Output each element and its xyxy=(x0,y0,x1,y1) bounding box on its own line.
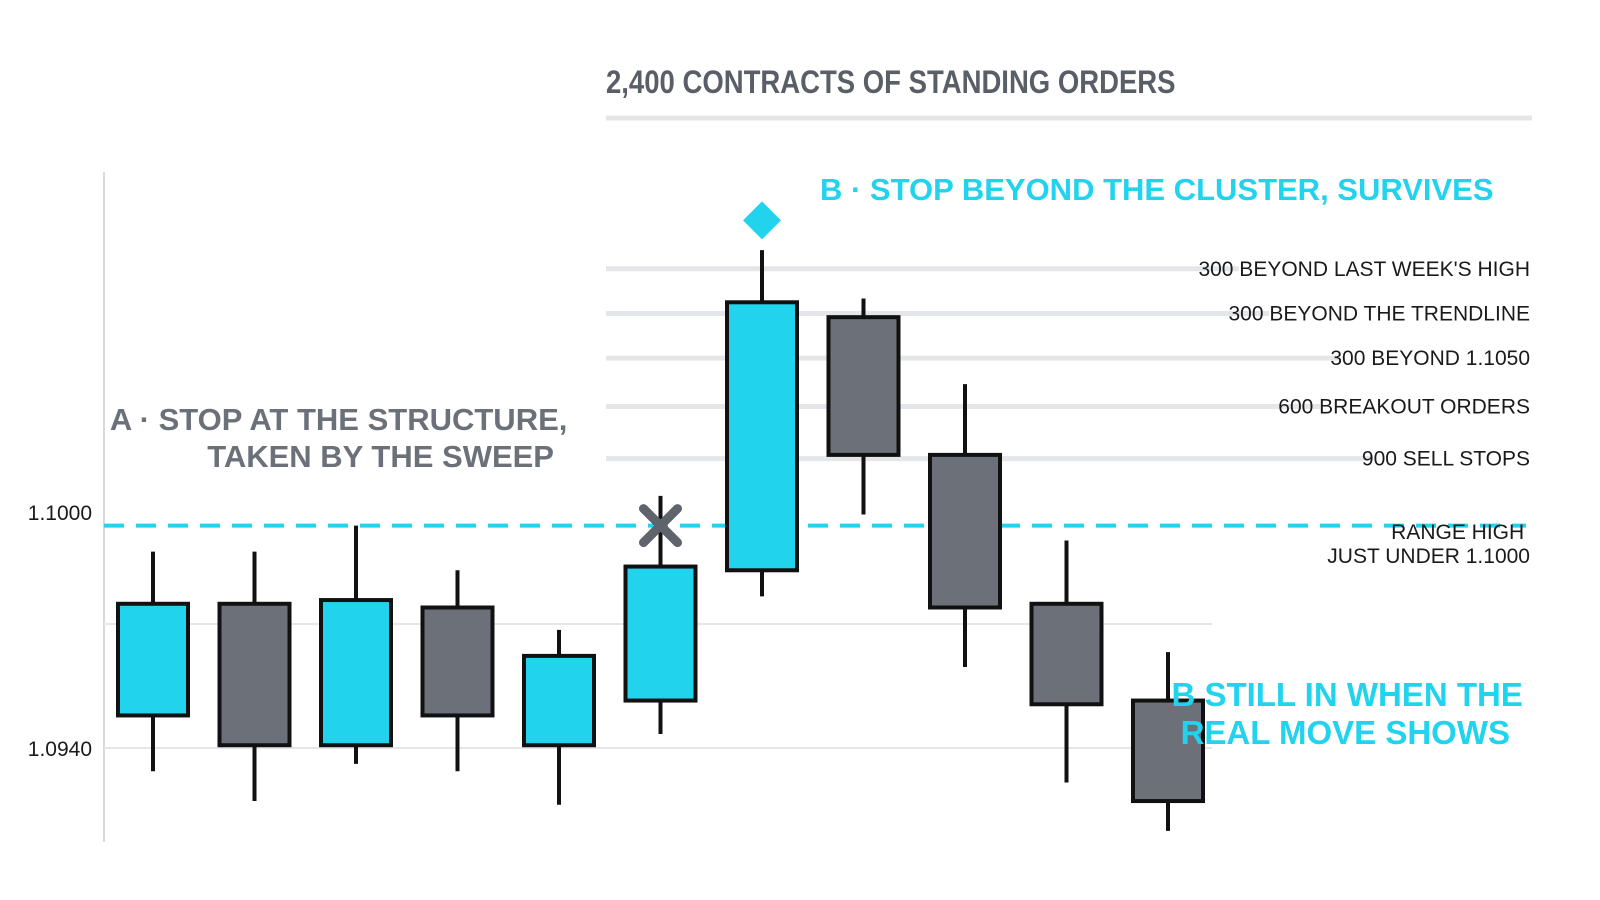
annotation-a-line-2: TAKEN BY THE SWEEP xyxy=(207,439,554,474)
candle-body xyxy=(522,653,596,748)
range-high-label: RANGE HIGH JUST UNDER 1.1000 xyxy=(1327,521,1530,568)
annotation-b-note: B STILL IN WHEN THE REAL MOVE SHOWS xyxy=(1171,676,1532,751)
annotation-a: A · STOP AT THE STRUCTURE, TAKEN BY THE … xyxy=(110,402,576,474)
range-high-line-2: JUST UNDER 1.1000 xyxy=(1327,545,1530,568)
candle-body xyxy=(826,315,901,457)
candle-body xyxy=(319,598,393,748)
diamond-icon xyxy=(743,201,781,240)
annotation-b-note-line-2: REAL MOVE SHOWS xyxy=(1181,714,1510,751)
range-high-line-1: RANGE HIGH xyxy=(1391,521,1524,544)
y-tick-label: 1.1000 xyxy=(28,502,92,525)
candle-body xyxy=(623,564,698,703)
candle-body xyxy=(217,601,292,748)
stop-hit-x-icon xyxy=(639,504,682,548)
candles xyxy=(116,250,1205,831)
order-level-label: 900 SELL STOPS xyxy=(1362,448,1530,471)
x-stroke xyxy=(639,504,682,548)
candle-body xyxy=(420,605,495,718)
candle-body xyxy=(116,601,190,718)
candle-body xyxy=(725,300,799,573)
order-level-label: 300 BEYOND 1.1050 xyxy=(1330,347,1530,370)
chart-title: 2,400 CONTRACTS OF STANDING ORDERS xyxy=(606,65,1176,100)
candle-body xyxy=(928,452,1002,610)
annotation-a-line-1: A · STOP AT THE STRUCTURE, xyxy=(110,402,568,437)
y-tick-label: 1.0940 xyxy=(28,738,92,761)
order-level-label: 600 BREAKOUT ORDERS xyxy=(1278,396,1530,419)
annotation-b-note-line-1: B STILL IN WHEN THE xyxy=(1171,676,1522,713)
order-level-label: 300 BEYOND LAST WEEK'S HIGH xyxy=(1198,258,1530,281)
diamond-shape xyxy=(743,201,781,240)
candle-body xyxy=(1029,601,1104,707)
order-level-label: 300 BEYOND THE TRENDLINE xyxy=(1229,302,1531,325)
candle-body xyxy=(1131,698,1205,804)
annotation-b: B · STOP BEYOND THE CLUSTER, SURVIVES xyxy=(820,172,1494,207)
